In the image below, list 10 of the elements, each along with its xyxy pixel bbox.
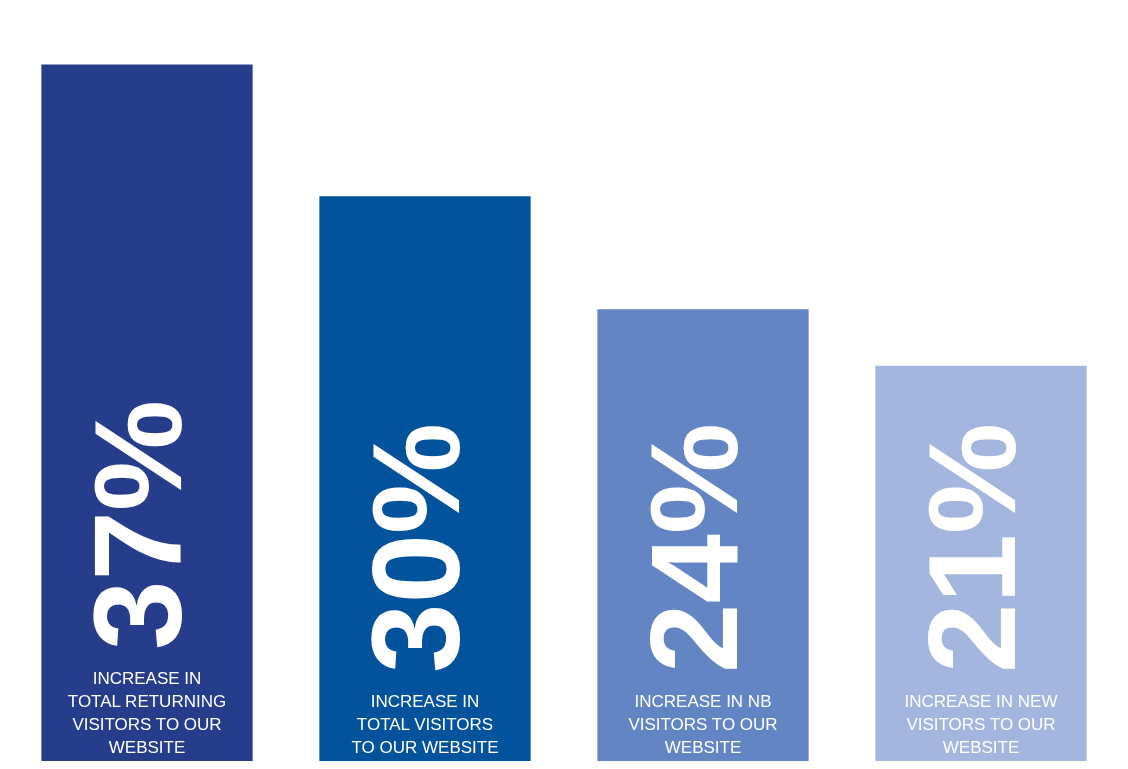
x-tick-label: INCREASE IN NEW VISITORS TO OUR WEBSITE [904, 692, 1058, 757]
x-tick-label: INCREASE IN TOTAL VISITORS TO OUR WEBSITE [351, 692, 499, 757]
data-label: 21% [902, 422, 1042, 673]
data-label: 30% [346, 422, 486, 673]
x-tick-label: INCREASE IN TOTAL RETURNING VISITORS TO OUR WEBSITE [67, 669, 227, 757]
data-label: 37% [68, 399, 208, 650]
bar [319, 196, 531, 761]
x-tick-label: INCREASE IN NB VISITORS TO OUR WEBSITE [628, 692, 778, 757]
data-label: 24% [624, 422, 764, 673]
bar [41, 64, 253, 761]
